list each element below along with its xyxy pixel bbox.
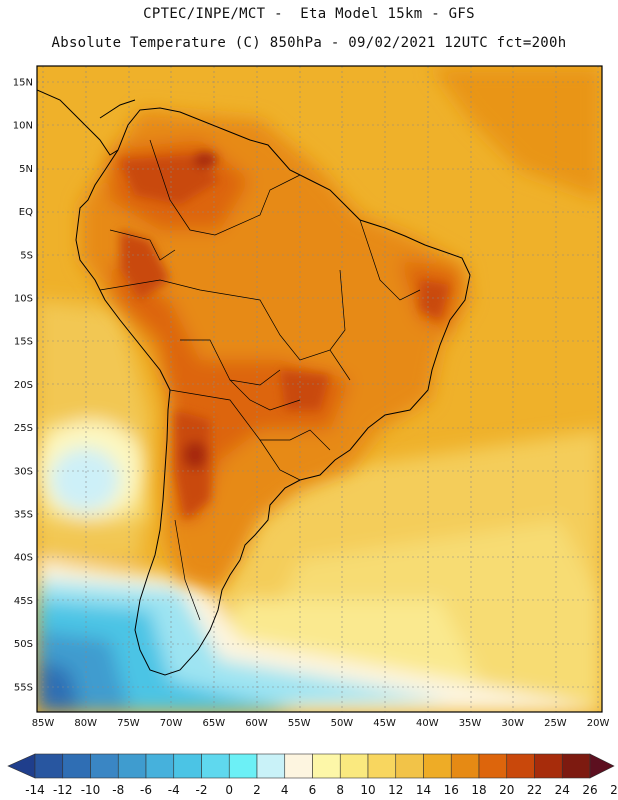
chart-title: CPTEC/INPE/MCT - Eta Model 15km - GFS <box>143 6 475 22</box>
colorbar-swatch <box>62 753 91 779</box>
country-borders <box>99 139 421 621</box>
colorbar-tick-label: 28 <box>610 783 618 797</box>
colorbar-tick-label: 0 <box>225 783 233 797</box>
colorbar-tick-label: -4 <box>168 783 180 797</box>
lon-label: 85W <box>32 718 55 729</box>
colorbar-max-arrow <box>589 753 615 779</box>
chart-subtitle: Absolute Temperature (C) 850hPa - 09/02/… <box>51 35 567 51</box>
colorbar-tick-label: 2 <box>253 783 261 797</box>
colorbar-tick-label: 6 <box>309 783 317 797</box>
colorbar-swatch <box>423 753 452 779</box>
colorbar-swatch <box>228 753 258 779</box>
lat-label: 10N <box>13 121 33 132</box>
colorbar-swatch <box>284 753 313 779</box>
colorbar-swatch <box>145 753 175 779</box>
colorbar-tick-label: -2 <box>196 783 208 797</box>
colorbar-swatch <box>506 753 535 779</box>
lon-label: 30W <box>501 718 524 729</box>
lon-label: 25W <box>544 718 567 729</box>
colorbar-tick-label: 10 <box>360 783 375 797</box>
lat-label: 25S <box>14 423 33 434</box>
colorbar-tick-label: -12 <box>53 783 73 797</box>
lon-label: 80W <box>74 718 97 729</box>
lon-label: 20W <box>587 718 610 729</box>
temperature-field <box>37 66 602 712</box>
colorbar-swatch <box>256 753 286 779</box>
lon-label: 60W <box>245 718 268 729</box>
colorbar-min-arrow <box>7 753 36 779</box>
lat-label: 10S <box>14 294 33 305</box>
colorbar-swatch <box>450 753 480 779</box>
lon-label: 75W <box>117 718 140 729</box>
colorbar-swatch <box>534 753 563 779</box>
lat-label: 15N <box>13 78 33 89</box>
colorbar-tick-label: -14 <box>25 783 45 797</box>
colorbar-tick-label: 18 <box>471 783 486 797</box>
colorbar-swatch <box>117 753 147 779</box>
lat-label: 20S <box>14 380 33 391</box>
coastline <box>75 107 471 676</box>
lat-label: 35S <box>14 510 33 521</box>
lat-label: 15S <box>14 337 33 348</box>
lon-label: 40W <box>416 718 439 729</box>
colorbar-swatch <box>478 753 508 779</box>
colorbar-swatch <box>395 753 424 779</box>
colorbar-tick-label: 24 <box>555 783 570 797</box>
lat-label: 55S <box>14 682 33 693</box>
colorbar-swatch <box>561 753 591 779</box>
colorbar-labels: -14 -12 -10 -8 -6 -4 -2 0 2 4 6 8 10 12 14 16 18 20 22 24 26… <box>25 783 618 797</box>
colorbar-tick-label: 4 <box>281 783 289 797</box>
lat-label: 5S <box>20 250 33 261</box>
colorbar-tick-label: 26 <box>582 783 597 797</box>
lat-label: 40S <box>14 553 33 564</box>
lon-label: 50W <box>331 718 354 729</box>
lon-label: 55W <box>288 718 311 729</box>
colorbar-swatch <box>34 753 64 779</box>
lon-label: 70W <box>160 718 183 729</box>
lon-label: 45W <box>373 718 396 729</box>
map-frame <box>36 65 603 713</box>
graticule <box>37 66 602 712</box>
lat-label: 50S <box>14 639 33 650</box>
central-america-coast <box>37 89 136 156</box>
colorbar-swatch <box>367 753 397 779</box>
colorbar <box>7 753 615 779</box>
lat-label: 5N <box>19 164 33 175</box>
lat-label: EQ <box>19 207 33 218</box>
longitude-labels: 85W 80W 75W 70W 65W 60W 55W 50W 45W 40W 35W 30W 25W 2… <box>32 718 610 729</box>
lon-label: 35W <box>459 718 482 729</box>
colorbar-swatch <box>339 753 369 779</box>
colorbar-tick-label: 12 <box>388 783 403 797</box>
lon-label: 65W <box>202 718 225 729</box>
colorbar-tick-label: -6 <box>140 783 152 797</box>
colorbar-swatch <box>90 753 119 779</box>
latitude-labels: 15N 10N 5N EQ 5S 10S 15S 20S 25S 30S 35S 40S 45S 50S 5… <box>13 78 33 694</box>
colorbar-swatch <box>201 753 230 779</box>
colorbar-tick-label: 22 <box>527 783 542 797</box>
colorbar-tick-label: -8 <box>112 783 124 797</box>
colorbar-swatch <box>173 753 202 779</box>
colorbar-tick-label: 20 <box>499 783 514 797</box>
colorbar-tick-label: 14 <box>416 783 431 797</box>
colorbar-tick-label: 16 <box>444 783 459 797</box>
colorbar-tick-label: -10 <box>81 783 101 797</box>
lat-label: 45S <box>14 596 33 607</box>
colorbar-tick-label: 8 <box>336 783 344 797</box>
lat-label: 30S <box>14 466 33 477</box>
colorbar-swatch <box>312 753 341 779</box>
